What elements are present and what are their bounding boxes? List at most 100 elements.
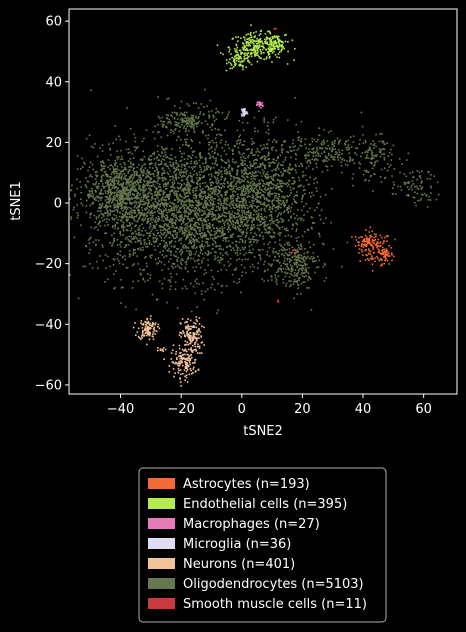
series-1 — [216, 24, 296, 72]
scatter-point — [367, 240, 369, 243]
scatter-point — [369, 242, 371, 245]
scatter-point — [104, 196, 107, 198]
scatter-point — [109, 242, 111, 244]
scatter-point — [215, 232, 218, 235]
scatter-point — [300, 200, 303, 203]
scatter-point — [362, 246, 365, 248]
scatter-point — [168, 232, 170, 234]
scatter-point — [201, 222, 204, 224]
scatter-point — [95, 226, 97, 228]
scatter-point — [269, 32, 272, 35]
scatter-point — [256, 188, 258, 191]
scatter-point — [79, 180, 81, 183]
scatter-point — [164, 217, 167, 219]
scatter-point — [242, 42, 244, 44]
scatter-point — [235, 267, 237, 269]
scatter-point — [263, 198, 266, 200]
scatter-point — [98, 207, 100, 209]
scatter-point — [118, 184, 121, 186]
scatter-point — [267, 199, 269, 202]
scatter-point — [262, 185, 265, 188]
scatter-point — [120, 216, 123, 219]
scatter-point — [282, 220, 285, 222]
scatter-point — [175, 216, 178, 219]
scatter-point — [173, 245, 176, 248]
scatter-point — [193, 181, 195, 184]
scatter-point — [225, 269, 228, 271]
scatter-point — [271, 161, 274, 164]
scatter-point — [184, 245, 187, 247]
scatter-point — [237, 146, 240, 149]
scatter-point — [236, 180, 238, 183]
scatter-point — [207, 250, 210, 252]
scatter-point — [224, 252, 227, 254]
scatter-point — [198, 283, 200, 285]
scatter-point — [199, 252, 202, 254]
scatter-point — [228, 210, 231, 213]
scatter-point — [184, 266, 187, 269]
scatter-point — [254, 35, 257, 37]
scatter-point — [224, 178, 227, 180]
scatter-point — [379, 245, 381, 248]
scatter-point — [112, 225, 114, 227]
scatter-point — [212, 206, 215, 209]
scatter-point — [97, 229, 99, 231]
scatter-point — [262, 182, 265, 185]
scatter-point — [227, 212, 229, 215]
scatter-point — [248, 237, 250, 240]
scatter-point — [125, 203, 127, 205]
scatter-point — [163, 226, 165, 229]
scatter-point — [257, 103, 260, 106]
scatter-point — [183, 234, 186, 237]
scatter-point — [285, 33, 287, 36]
scatter-point — [118, 196, 121, 198]
scatter-point — [240, 187, 242, 190]
scatter-point — [204, 194, 207, 197]
scatter-point — [179, 199, 181, 201]
scatter-point — [139, 237, 142, 240]
scatter-point — [216, 227, 219, 229]
scatter-point — [192, 238, 194, 240]
scatter-point — [238, 135, 240, 138]
scatter-point — [287, 211, 290, 214]
scatter-point — [278, 186, 281, 189]
scatter-point — [129, 240, 132, 242]
scatter-point — [180, 186, 182, 188]
scatter-point — [140, 322, 142, 324]
scatter-point — [172, 162, 175, 164]
scatter-point — [177, 256, 180, 259]
scatter-point — [126, 185, 128, 188]
scatter-point — [119, 231, 121, 233]
scatter-point — [153, 241, 155, 243]
scatter-point — [198, 230, 201, 232]
scatter-point — [124, 258, 127, 261]
scatter-point — [118, 176, 121, 179]
scatter-point — [270, 38, 273, 41]
scatter-point — [193, 362, 196, 364]
scatter-point — [279, 51, 281, 53]
scatter-point — [201, 182, 204, 185]
scatter-point — [256, 227, 259, 230]
scatter-point — [272, 231, 275, 234]
scatter-point — [159, 205, 162, 207]
scatter-point — [288, 205, 290, 207]
scatter-point — [258, 186, 261, 188]
scatter-point — [249, 184, 252, 187]
scatter-point — [238, 203, 241, 205]
scatter-point — [228, 244, 231, 247]
scatter-point — [113, 183, 116, 186]
scatter-point — [120, 225, 123, 228]
scatter-point — [232, 199, 235, 202]
scatter-point — [150, 219, 152, 221]
scatter-point — [235, 227, 237, 230]
scatter-point — [116, 150, 119, 152]
scatter-point — [149, 214, 152, 216]
scatter-point — [271, 41, 274, 44]
scatter-point — [208, 187, 211, 190]
scatter-point — [184, 194, 186, 196]
scatter-point — [273, 35, 276, 37]
scatter-point — [119, 172, 121, 175]
scatter-point — [239, 134, 241, 136]
scatter-point — [184, 196, 186, 199]
scatter-point — [176, 260, 179, 262]
